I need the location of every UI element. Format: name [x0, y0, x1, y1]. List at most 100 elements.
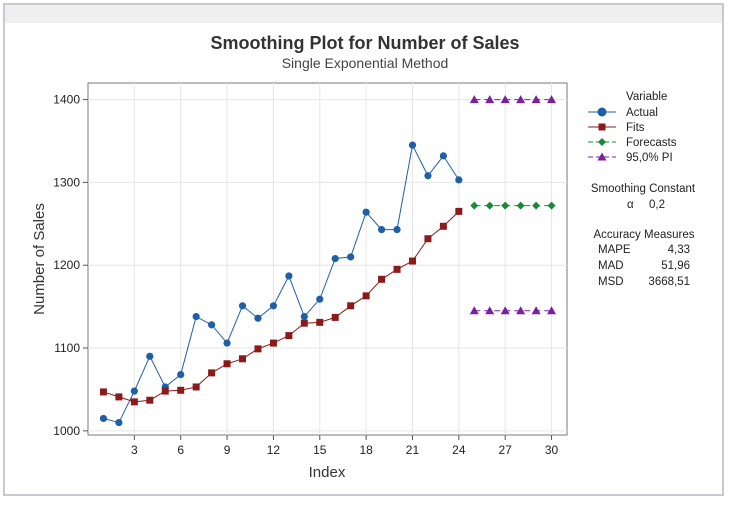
smoothing-constant-title: Smoothing Constant [591, 183, 696, 195]
series-layer [99, 95, 557, 427]
chart-subtitle: Single Exponential Method [282, 55, 449, 71]
fits-point [99, 388, 107, 396]
x-tick-label: 21 [406, 443, 420, 457]
95-0-pi-lower-point [516, 306, 526, 315]
forecasts-point [532, 201, 541, 210]
95-0-pi-lower-point [469, 306, 479, 315]
actual-point [362, 208, 370, 216]
95-0-pi-point [547, 95, 557, 104]
x-tick-label: 3 [131, 443, 138, 457]
actual-point [316, 295, 324, 303]
accuracy-value-msd: 3668,51 [648, 276, 690, 288]
x-tick-label: 27 [499, 443, 513, 457]
chart-title: Smoothing Plot for Number of Sales [210, 33, 519, 53]
actual-point [254, 314, 262, 322]
fits-point [362, 292, 370, 300]
fits-point [115, 393, 123, 401]
fits-point [285, 332, 293, 340]
actual-point [347, 253, 355, 261]
y-tick-label: 1200 [53, 258, 80, 272]
legend-marker-fits [598, 123, 606, 131]
actual-line [103, 143, 460, 424]
fits-point [269, 339, 277, 347]
fits-point [347, 302, 355, 310]
y-axis-label: Number of Sales [31, 203, 48, 315]
smoothing-alpha-symbol: α [627, 199, 634, 211]
legend-marker-95-0-pi [597, 152, 607, 161]
95-0-pi-point [531, 95, 541, 104]
x-tick-label: 15 [313, 443, 327, 457]
y-tick-label: 1000 [53, 424, 80, 438]
fits-point [408, 257, 416, 265]
forecasts-point [547, 201, 556, 210]
accuracy-value-mape: 4,33 [668, 244, 690, 256]
forecasts-point [485, 201, 494, 210]
fits-point [223, 360, 231, 368]
95-0-pi-lower-point [485, 306, 495, 315]
fits-point [378, 275, 386, 283]
series-0 [99, 141, 463, 427]
actual-point [99, 414, 108, 423]
fits-point [161, 387, 169, 395]
actual-point [424, 172, 432, 180]
actual-point [331, 254, 339, 263]
actual-point [439, 152, 447, 160]
accuracy-measures-title: Accuracy Measures [594, 229, 695, 241]
actual-point [300, 312, 308, 321]
actual-point [177, 370, 185, 379]
forecasts-point [470, 201, 479, 210]
95-0-pi-point [469, 95, 479, 104]
legend-label-fits: Fits [626, 122, 645, 134]
fits-point [192, 383, 200, 391]
actual-point [408, 141, 417, 149]
fits-point [254, 345, 262, 353]
x-tick-label: 12 [267, 443, 281, 457]
plot-area [87, 82, 568, 436]
actual-point [377, 225, 386, 234]
legend-label-95-0-pi: 95,0% PI [626, 152, 673, 164]
actual-point [146, 352, 154, 360]
x-tick-label: 24 [452, 443, 466, 457]
series-1 [99, 207, 463, 406]
forecasts-point [516, 201, 525, 210]
accuracy-label-msd: MSD [598, 276, 624, 288]
legend-label-forecasts: Forecasts [626, 137, 677, 149]
actual-point [455, 176, 463, 184]
fits-point [177, 386, 185, 394]
fits-point [208, 369, 216, 377]
actual-point [285, 272, 293, 280]
95-0-pi-lower-point [500, 306, 510, 315]
accuracy-value-mad: 51,96 [661, 260, 690, 272]
series-2 [470, 201, 556, 210]
fits-point [146, 396, 154, 404]
x-tick-label: 18 [359, 443, 373, 457]
actual-point [192, 312, 200, 321]
y-tick-label: 1100 [54, 341, 80, 355]
legend-title: Variable [626, 91, 667, 103]
fits-point [424, 235, 432, 243]
y-tick-label: 1300 [53, 175, 80, 189]
fits-point [455, 207, 463, 215]
axes: 3 6 9 12 15 18 21 24 27 30 1000 1100 1200 1300 1400 [53, 93, 558, 457]
fits-point [239, 355, 247, 363]
actual-point [238, 302, 247, 310]
smoothing-constant-panel: Smoothing Constant α 0,2 [591, 183, 696, 211]
fits-point [316, 318, 324, 326]
95-0-pi-point [485, 95, 495, 104]
legend: Variable Actual Fits Forecasts 95,0% PI [588, 91, 677, 164]
actual-point [269, 302, 278, 310]
legend-label-actual: Actual [626, 107, 658, 119]
fits-point [300, 319, 308, 327]
95-0-pi-lower-point [531, 306, 541, 315]
legend-marker-actual [597, 107, 607, 117]
actual-point [130, 387, 138, 395]
actual-point [115, 418, 123, 427]
x-axis-label: Index [309, 464, 346, 481]
smoothing-alpha-value: 0,2 [649, 199, 665, 211]
actual-point [223, 339, 231, 347]
fits-point [393, 265, 401, 273]
x-tick-label: 30 [545, 443, 559, 457]
fits-point [439, 222, 447, 230]
forecasts-point [501, 201, 510, 210]
